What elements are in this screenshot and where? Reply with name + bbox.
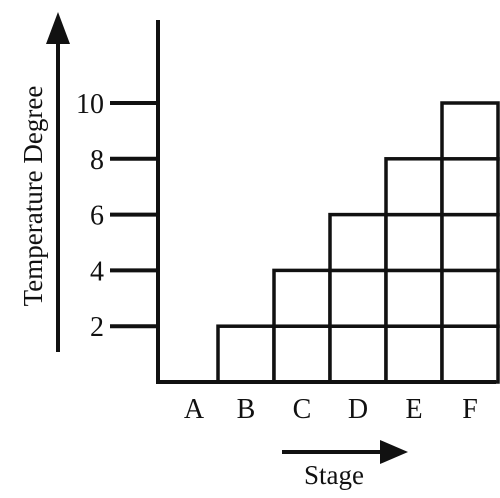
bar-D — [328, 212, 388, 384]
y-arrow-head — [46, 12, 70, 44]
bar-cell — [328, 268, 388, 328]
x-tick-label: F — [462, 394, 478, 425]
bar-cell — [440, 268, 500, 328]
y-tick-label: 10 — [76, 89, 104, 120]
x-tick-label: E — [405, 394, 422, 425]
gridlines — [110, 101, 160, 329]
bar-cell — [272, 268, 332, 328]
labels: Temperature Degree Stage 2 4 6 8 10 A B C D E F — [18, 86, 478, 490]
bar-cell — [384, 268, 444, 328]
x-tick-label: D — [348, 394, 368, 425]
bars — [216, 101, 500, 384]
bar-B — [216, 324, 276, 384]
x-arrow-head — [380, 440, 408, 464]
axes — [46, 12, 496, 464]
bar-C — [272, 268, 332, 384]
bar-cell — [328, 324, 388, 384]
y-tick-label: 2 — [90, 312, 104, 343]
x-tick-label: A — [184, 394, 205, 425]
y-tick-label: 4 — [90, 256, 104, 287]
bar-cell — [384, 157, 444, 217]
x-tick-label: B — [237, 394, 256, 425]
y-tick-label: 8 — [90, 145, 104, 176]
bar-cell — [272, 324, 332, 384]
bar-cell — [440, 324, 500, 384]
x-tick-label: C — [293, 394, 312, 425]
x-axis-title: Stage — [304, 460, 364, 490]
bar-cell — [328, 212, 388, 273]
bar-cell — [440, 101, 500, 161]
bar-cell — [384, 212, 444, 273]
bar-cell — [384, 324, 444, 384]
bar-F — [440, 101, 500, 384]
bar-cell — [440, 157, 500, 217]
bar-cell — [440, 212, 500, 273]
y-tick-label: 6 — [90, 201, 104, 232]
bar-cell — [216, 324, 276, 384]
y-axis-title: Temperature Degree — [18, 86, 48, 307]
bar-E — [384, 157, 444, 384]
